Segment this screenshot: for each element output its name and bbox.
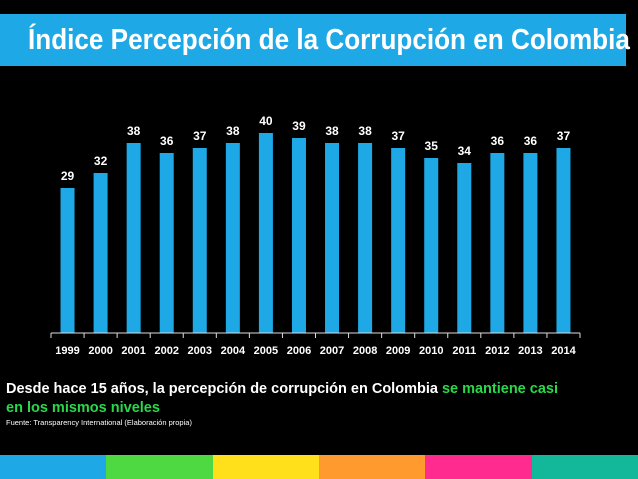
caption: Desde hace 15 años, la percepción de cor… bbox=[6, 380, 632, 418]
bar-2007 bbox=[325, 143, 340, 333]
stripe-blue bbox=[0, 455, 107, 479]
category-label-2001: 2001 bbox=[121, 345, 145, 357]
stripe-teal bbox=[531, 455, 638, 479]
bar-2002 bbox=[159, 153, 174, 333]
value-label-2004: 38 bbox=[226, 124, 240, 138]
value-label-2009: 37 bbox=[391, 129, 405, 143]
bar-2000 bbox=[93, 173, 108, 333]
value-label-2012: 36 bbox=[491, 134, 505, 148]
category-label-2000: 2000 bbox=[88, 345, 112, 357]
chart-title: Índice Percepción de la Corrupción en Co… bbox=[28, 24, 630, 56]
stripe-pink bbox=[425, 455, 532, 479]
category-labels-layer: 1999 2000 2001 2002 2003 2004 2005 2006 2007 2008… bbox=[55, 345, 576, 357]
category-label-2012: 2012 bbox=[485, 345, 509, 357]
caption-highlight: se mantiene casi bbox=[441, 381, 559, 397]
value-label-2007: 38 bbox=[325, 124, 339, 138]
bar-2004 bbox=[225, 143, 240, 333]
value-label-2005: 40 bbox=[259, 114, 273, 128]
value-label-2001: 38 bbox=[127, 124, 141, 138]
category-label-2002: 2002 bbox=[154, 345, 178, 357]
bar-2008 bbox=[358, 143, 373, 333]
source-note: Fuente: Transparency International (Elab… bbox=[6, 418, 192, 427]
bar-2011 bbox=[457, 163, 472, 333]
category-label-2010: 2010 bbox=[419, 345, 443, 357]
value-label-2014: 37 bbox=[557, 129, 571, 143]
value-label-2003: 37 bbox=[193, 129, 207, 143]
bars-layer bbox=[60, 133, 571, 333]
value-label-2006: 39 bbox=[292, 119, 306, 133]
caption-main: Desde hace 15 años, la percepción de cor… bbox=[6, 381, 442, 397]
stripe-green bbox=[106, 455, 213, 479]
bar-2014 bbox=[556, 148, 571, 333]
value-label-2000: 32 bbox=[94, 154, 108, 168]
bar-2012 bbox=[490, 153, 505, 333]
category-label-2008: 2008 bbox=[353, 345, 377, 357]
category-label-2011: 2011 bbox=[452, 345, 476, 357]
value-label-2013: 36 bbox=[524, 134, 538, 148]
value-label-2010: 35 bbox=[425, 139, 439, 153]
caption-highlight-line2: en los mismos niveles bbox=[6, 400, 160, 416]
category-label-2013: 2013 bbox=[518, 345, 542, 357]
bar-1999 bbox=[60, 188, 75, 333]
stripe-yellow bbox=[212, 455, 319, 479]
bar-chart: 29 32 38 36 37 38 40 39 38 38 37 35 34 36 36 37 1999 200… bbox=[50, 114, 581, 357]
ticks-layer bbox=[50, 333, 581, 338]
bar-2001 bbox=[126, 143, 141, 333]
bar-2010 bbox=[424, 158, 439, 333]
category-label-2005: 2005 bbox=[254, 345, 278, 357]
value-label-2008: 38 bbox=[358, 124, 372, 138]
bar-2003 bbox=[192, 148, 207, 333]
category-label-2009: 2009 bbox=[386, 345, 410, 357]
category-label-2004: 2004 bbox=[221, 345, 246, 357]
category-label-2007: 2007 bbox=[320, 345, 344, 357]
bar-2009 bbox=[391, 148, 406, 333]
bar-2013 bbox=[523, 153, 538, 333]
category-label-1999: 1999 bbox=[55, 345, 79, 357]
bar-2005 bbox=[258, 133, 273, 333]
category-label-2006: 2006 bbox=[287, 345, 311, 357]
category-label-2003: 2003 bbox=[188, 345, 212, 357]
footer-color-stripes bbox=[0, 455, 638, 479]
value-labels-layer: 29 32 38 36 37 38 40 39 38 38 37 35 34 36 36 37 bbox=[61, 114, 571, 183]
stripe-orange bbox=[318, 455, 426, 479]
category-label-2014: 2014 bbox=[551, 345, 576, 357]
bar-2006 bbox=[291, 138, 306, 333]
value-label-2011: 34 bbox=[458, 144, 472, 158]
title-bar: Índice Percepción de la Corrupción en Co… bbox=[0, 14, 630, 66]
value-label-2002: 36 bbox=[160, 134, 174, 148]
value-label-1999: 29 bbox=[61, 169, 75, 183]
